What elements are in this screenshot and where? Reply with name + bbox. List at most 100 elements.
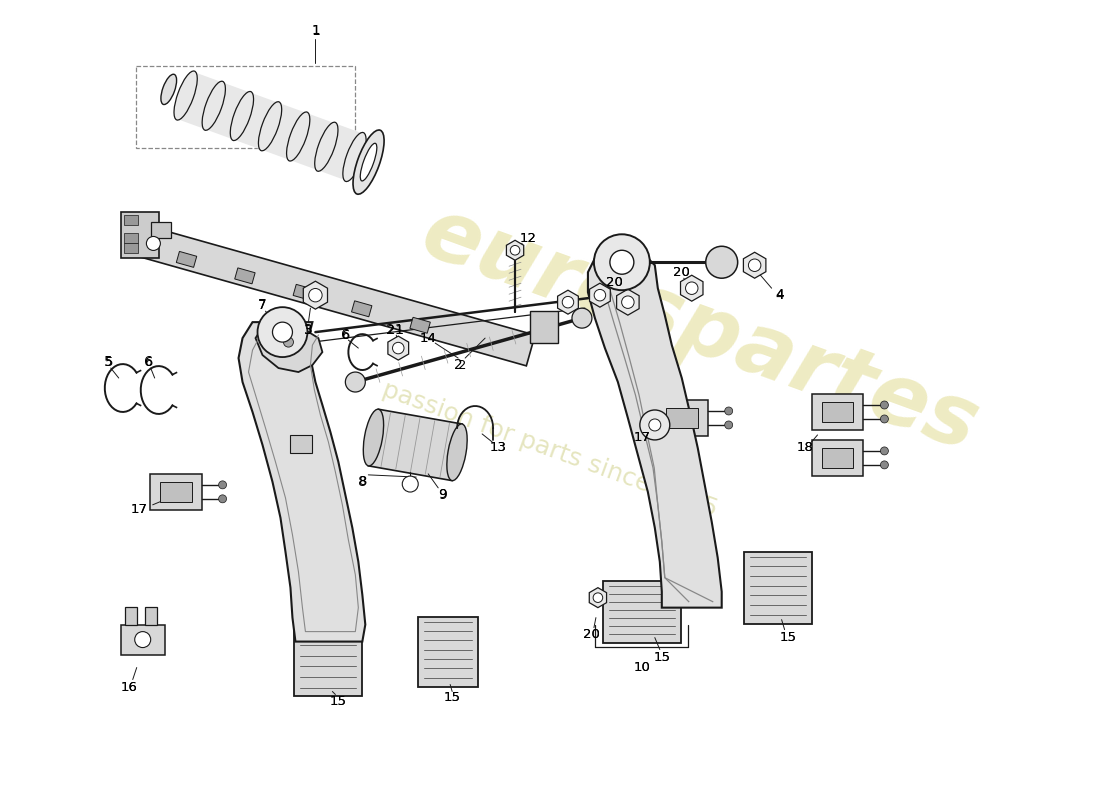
Text: 21: 21 xyxy=(387,324,404,337)
Text: 10: 10 xyxy=(634,661,650,674)
Text: 14: 14 xyxy=(420,332,437,345)
Polygon shape xyxy=(318,123,363,181)
Circle shape xyxy=(146,237,161,250)
Ellipse shape xyxy=(447,424,468,481)
Bar xyxy=(124,606,136,625)
Text: passion for parts since 1985: passion for parts since 1985 xyxy=(379,378,720,522)
Polygon shape xyxy=(233,93,278,150)
Text: 18: 18 xyxy=(796,442,813,454)
Circle shape xyxy=(572,308,592,328)
Circle shape xyxy=(649,419,661,431)
Ellipse shape xyxy=(174,71,197,120)
Bar xyxy=(666,408,697,428)
Bar xyxy=(121,625,165,654)
Text: 6: 6 xyxy=(341,328,350,342)
Text: 6: 6 xyxy=(341,329,350,342)
Circle shape xyxy=(685,282,698,294)
Circle shape xyxy=(594,290,606,301)
Bar xyxy=(123,215,138,226)
Polygon shape xyxy=(603,581,681,642)
Text: 17: 17 xyxy=(634,431,650,445)
Circle shape xyxy=(609,250,634,274)
Ellipse shape xyxy=(343,133,366,182)
Circle shape xyxy=(393,342,404,354)
Polygon shape xyxy=(177,72,222,130)
Text: 14: 14 xyxy=(420,332,437,345)
Polygon shape xyxy=(295,618,362,697)
Polygon shape xyxy=(239,322,365,642)
Text: 1: 1 xyxy=(311,24,320,37)
Polygon shape xyxy=(121,212,158,258)
Circle shape xyxy=(309,289,322,302)
Text: 21: 21 xyxy=(386,323,404,337)
Polygon shape xyxy=(617,289,639,315)
Text: 5: 5 xyxy=(104,355,113,369)
Text: 9: 9 xyxy=(438,488,447,502)
Text: 2: 2 xyxy=(454,358,462,372)
Text: 20: 20 xyxy=(583,628,601,641)
Ellipse shape xyxy=(202,82,226,130)
Circle shape xyxy=(880,447,889,455)
Text: 6: 6 xyxy=(144,355,153,369)
Circle shape xyxy=(345,372,365,392)
Text: 8: 8 xyxy=(358,475,366,489)
Text: 16: 16 xyxy=(120,681,138,694)
Bar xyxy=(530,311,558,343)
Circle shape xyxy=(219,495,227,503)
Polygon shape xyxy=(587,258,722,608)
Circle shape xyxy=(880,415,889,423)
Text: 15: 15 xyxy=(443,691,461,704)
Circle shape xyxy=(725,407,733,415)
Bar xyxy=(656,400,707,436)
Circle shape xyxy=(706,246,738,278)
Text: 9: 9 xyxy=(438,488,447,502)
Text: 2: 2 xyxy=(458,358,466,371)
Polygon shape xyxy=(590,283,610,307)
Polygon shape xyxy=(558,290,579,314)
Circle shape xyxy=(510,246,520,255)
Text: 3: 3 xyxy=(305,324,312,337)
Text: 12: 12 xyxy=(519,232,537,245)
Circle shape xyxy=(284,337,294,347)
Text: 20: 20 xyxy=(606,276,624,289)
Ellipse shape xyxy=(230,91,253,141)
Bar xyxy=(822,402,854,422)
Text: 15: 15 xyxy=(653,651,670,664)
Text: 13: 13 xyxy=(490,442,507,454)
Polygon shape xyxy=(293,284,314,300)
Text: 20: 20 xyxy=(673,266,690,278)
Text: 10: 10 xyxy=(634,661,650,674)
Bar xyxy=(812,440,864,476)
Bar xyxy=(822,448,854,468)
Bar xyxy=(123,243,138,254)
Bar xyxy=(160,482,191,502)
Text: 7: 7 xyxy=(258,298,267,312)
Circle shape xyxy=(593,593,603,602)
Polygon shape xyxy=(352,301,372,317)
Ellipse shape xyxy=(287,112,310,161)
Polygon shape xyxy=(590,588,606,608)
Text: 16: 16 xyxy=(120,681,138,694)
Ellipse shape xyxy=(315,122,338,171)
Text: 17: 17 xyxy=(130,503,147,516)
Text: 17: 17 xyxy=(634,431,650,445)
Circle shape xyxy=(880,461,889,469)
Ellipse shape xyxy=(361,143,377,181)
Text: 15: 15 xyxy=(443,691,461,704)
Text: 12: 12 xyxy=(519,232,537,245)
Ellipse shape xyxy=(353,130,384,194)
Ellipse shape xyxy=(258,102,282,151)
Polygon shape xyxy=(138,226,535,366)
Bar xyxy=(145,606,156,625)
Text: 15: 15 xyxy=(330,695,346,708)
Circle shape xyxy=(621,296,634,308)
Text: 4: 4 xyxy=(776,288,784,302)
Text: 13: 13 xyxy=(490,442,507,454)
Circle shape xyxy=(640,410,670,440)
Text: 1: 1 xyxy=(311,24,320,38)
Polygon shape xyxy=(289,113,334,170)
Ellipse shape xyxy=(363,409,384,466)
Text: 7: 7 xyxy=(258,298,267,312)
Circle shape xyxy=(273,322,293,342)
Polygon shape xyxy=(255,318,322,372)
